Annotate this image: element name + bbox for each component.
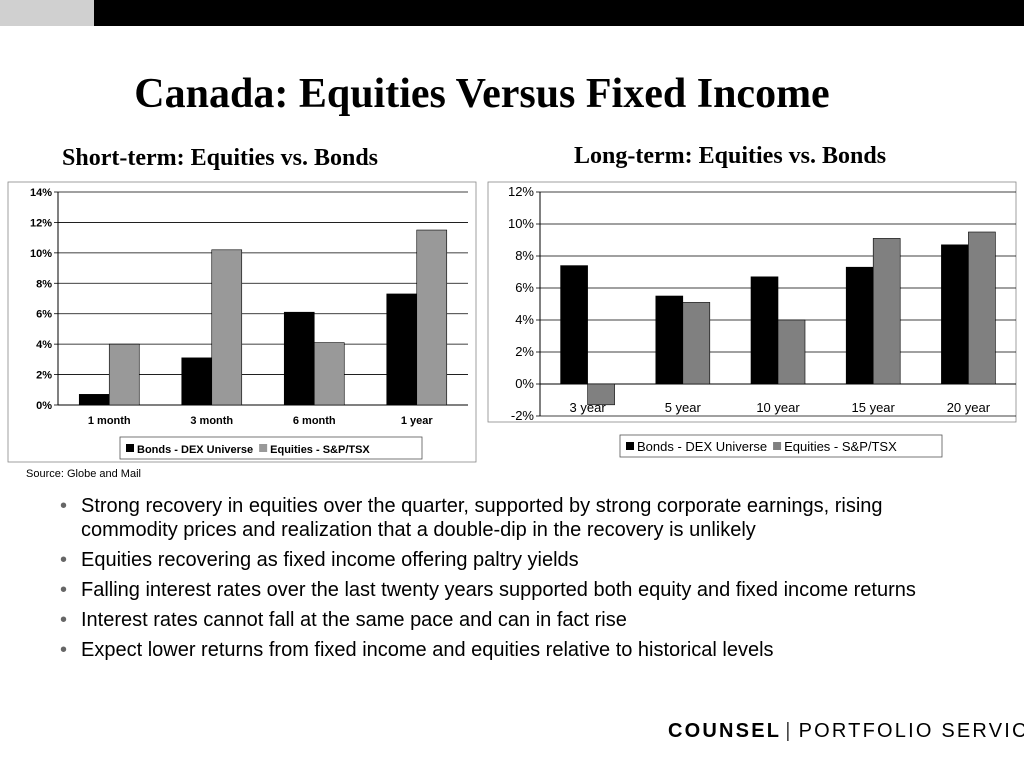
legend-swatch xyxy=(626,442,634,450)
bullet-text: Strong recovery in equities over the qua… xyxy=(81,495,883,541)
y-tick-label: 4% xyxy=(515,312,534,327)
bullet-list: • Strong recovery in equities over the qu… xyxy=(58,494,978,668)
bar xyxy=(313,342,345,406)
bar xyxy=(587,383,615,406)
bullet-text: Expect lower returns from fixed income a… xyxy=(81,639,774,661)
legend-label: Bonds - DEX Universe xyxy=(137,444,253,456)
y-tick-label: 10% xyxy=(508,216,534,231)
short-term-chart: 0% 2% 4% 6% 8% 10% 12% 14% 1 month 3 month 6 month… xyxy=(7,181,477,463)
x-tick-label: 1 month xyxy=(88,415,131,427)
bar xyxy=(777,319,806,385)
y-tick-label: 8% xyxy=(515,248,534,263)
bar xyxy=(211,249,243,406)
long-term-chart: -2% 0% 2% 4% 6% 8% 10% 12% 3 year 5 year 10 year 15… xyxy=(487,181,1017,458)
chart-frame xyxy=(487,181,1017,423)
y-tick-label: -2% xyxy=(511,408,535,423)
bullet-item: • Equities recovering as fixed income off… xyxy=(58,548,978,572)
x-tick-label: 6 month xyxy=(293,415,336,427)
logo-tagline: PORTFOLIO SERVICES xyxy=(798,720,1024,742)
bar xyxy=(560,265,588,385)
chart-frame xyxy=(7,181,477,463)
x-tick-label: 20 year xyxy=(947,400,991,415)
bullet-icon: • xyxy=(60,579,68,601)
y-tick-label: 12% xyxy=(508,184,534,199)
x-tick-label: 10 year xyxy=(756,400,800,415)
y-tick-label: 14% xyxy=(30,187,52,199)
bullet-text: Falling interest rates over the last twe… xyxy=(81,579,916,601)
top-bar xyxy=(0,0,1024,26)
bar xyxy=(283,311,315,406)
y-tick-label: 4% xyxy=(36,339,52,351)
x-tick-label: 5 year xyxy=(665,400,702,415)
short-term-chart-title: Short-term: Equities vs. Bonds xyxy=(62,145,379,171)
bullet-item: • Interest rates cannot fall at the same … xyxy=(58,608,978,632)
logo-separator: | xyxy=(785,720,793,742)
y-tick-label: 2% xyxy=(36,370,52,382)
bar xyxy=(682,302,711,385)
x-tick-label: 1 year xyxy=(401,415,434,427)
legend-label: Equities - S&P/TSX xyxy=(270,444,370,456)
legend-swatch xyxy=(773,442,782,450)
y-tick-label: 2% xyxy=(515,344,534,359)
y-tick-label: 8% xyxy=(36,278,52,290)
bar xyxy=(655,295,684,385)
legend-label: Equities - S&P/TSX xyxy=(784,439,897,454)
legend-box xyxy=(119,436,423,460)
bullet-item: • Falling interest rates over the last tw… xyxy=(58,578,978,602)
x-tick-label: 3 year xyxy=(570,400,607,415)
bar xyxy=(386,293,418,406)
bullet-item: • Expect lower returns from fixed income … xyxy=(58,638,978,662)
bullet-icon: • xyxy=(60,639,68,661)
bar xyxy=(941,244,969,385)
source-note: Source: Globe and Mail xyxy=(26,468,141,480)
bullet-text: Interest rates cannot fall at the same p… xyxy=(81,609,627,631)
bar xyxy=(78,394,110,406)
bar xyxy=(181,357,213,406)
legend-swatch xyxy=(259,444,268,452)
long-term-chart-title: Long-term: Equities vs. Bonds xyxy=(574,143,887,169)
bullet-icon: • xyxy=(60,549,68,571)
top-bar-tab xyxy=(0,0,94,26)
counsel-logo: COUNSEL|PORTFOLIO SERVICES xyxy=(668,720,1024,743)
bar xyxy=(845,266,874,385)
bar xyxy=(108,343,140,406)
y-tick-label: 0% xyxy=(36,400,52,412)
bar xyxy=(416,229,448,406)
y-tick-label: 6% xyxy=(515,280,534,295)
x-tick-label: 3 month xyxy=(190,415,233,427)
bar xyxy=(750,276,779,385)
slide-title: Canada: Equities Versus Fixed Income xyxy=(134,71,830,117)
y-tick-label: 6% xyxy=(36,309,52,321)
bullet-icon: • xyxy=(60,495,68,517)
y-tick-label: 10% xyxy=(30,248,52,260)
bar xyxy=(968,231,996,385)
bar xyxy=(872,238,901,385)
logo-brand: COUNSEL xyxy=(668,720,782,742)
legend-swatch xyxy=(126,444,134,452)
x-tick-label: 15 year xyxy=(852,400,896,415)
legend-label: Bonds - DEX Universe xyxy=(637,439,767,454)
y-tick-label: 12% xyxy=(30,217,52,229)
bullet-item: • Strong recovery in equities over the qu… xyxy=(58,494,978,542)
bullet-icon: • xyxy=(60,609,68,631)
y-tick-label: 0% xyxy=(515,376,534,391)
bullet-text: Equities recovering as fixed income offe… xyxy=(81,549,579,571)
